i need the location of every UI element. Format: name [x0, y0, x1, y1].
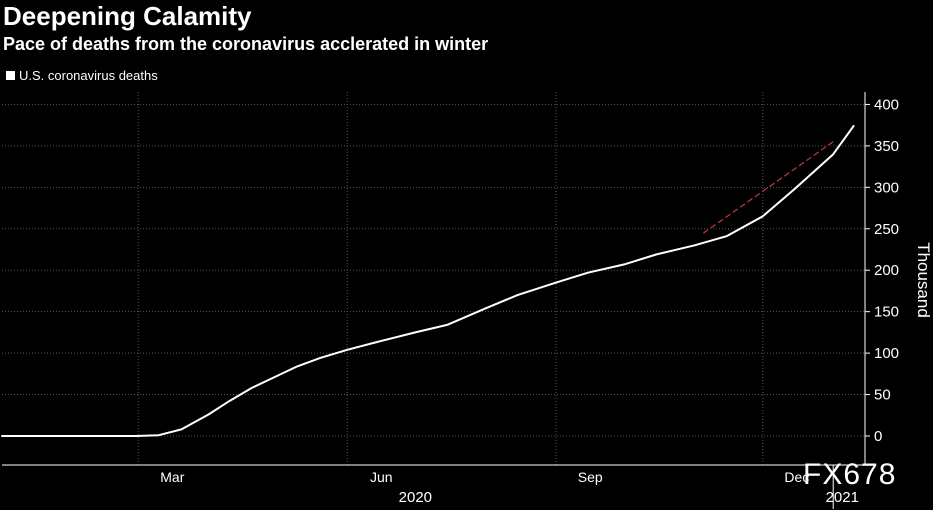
- y-tick-label: 400: [874, 96, 899, 113]
- y-tick-label: 250: [874, 221, 899, 238]
- y-axis-label: Thousand: [914, 242, 933, 318]
- y-tick-label: 100: [874, 345, 899, 362]
- x-tick-label: Dec: [784, 469, 809, 485]
- legend-swatch: [6, 71, 15, 80]
- x-year-label: 2020: [399, 489, 432, 506]
- legend: U.S. coronavirus deaths: [6, 68, 158, 83]
- watermark: FX678: [803, 458, 897, 491]
- x-year-label: 2021: [826, 489, 859, 506]
- trend-line: [703, 141, 834, 234]
- chart-title: Deepening Calamity: [3, 1, 252, 31]
- y-tick-label: 0: [874, 428, 882, 445]
- x-tick-label: Sep: [578, 469, 603, 485]
- y-tick-label: 300: [874, 179, 899, 196]
- chart-subtitle: Pace of deaths from the coronavirus accl…: [3, 34, 489, 54]
- y-tick-label: 150: [874, 304, 899, 321]
- y-tick-label: 350: [874, 138, 899, 155]
- legend-label: U.S. coronavirus deaths: [19, 68, 158, 83]
- x-tick-label: Jun: [370, 469, 393, 485]
- x-tick-label: Mar: [160, 469, 184, 485]
- series-line-deaths: [1, 125, 855, 437]
- y-tick-label: 200: [874, 262, 899, 279]
- y-tick-label: 50: [874, 387, 891, 404]
